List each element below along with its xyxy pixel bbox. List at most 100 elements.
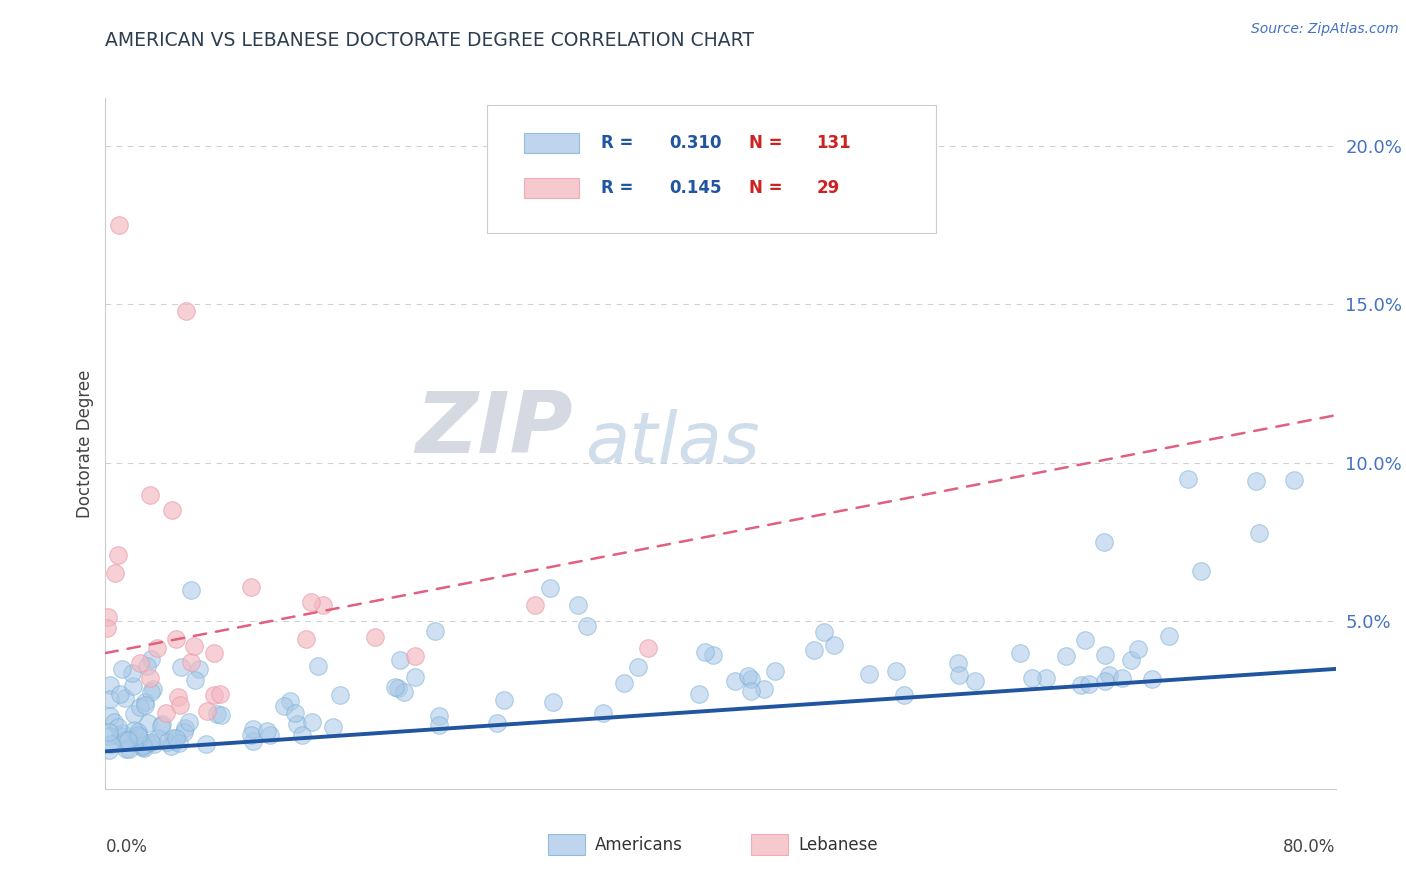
Point (737, 669, 759, 683)
Point (404, 670, 426, 684)
Point (427, 718, 450, 732)
Point (1157, 629, 1180, 643)
Point (124, 731, 146, 746)
Point (322, 720, 344, 734)
Point (202, 647, 225, 661)
Point (567, 598, 589, 612)
Point (139, 652, 162, 666)
Point (427, 709, 450, 723)
Point (132, 739, 155, 754)
Point (299, 595, 322, 609)
Point (184, 673, 207, 687)
Point (893, 688, 915, 702)
Point (143, 737, 166, 751)
Point (291, 728, 314, 742)
Point (162, 731, 184, 745)
Point (1282, 473, 1305, 487)
Point (173, 725, 195, 739)
Point (208, 687, 231, 701)
Point (724, 673, 747, 688)
Point (180, 656, 202, 670)
Point (387, 681, 409, 696)
Point (115, 741, 138, 756)
Text: atlas: atlas (585, 409, 759, 478)
Point (121, 665, 143, 680)
Point (242, 734, 264, 748)
Point (240, 728, 263, 742)
Point (134, 741, 156, 756)
Point (752, 681, 775, 696)
Point (803, 642, 825, 657)
Point (100, 737, 122, 751)
Point (136, 658, 159, 673)
Point (312, 598, 335, 612)
Text: R =: R = (602, 179, 640, 197)
Point (695, 645, 717, 659)
Point (111, 662, 134, 676)
Point (1177, 472, 1199, 486)
Text: Americans: Americans (595, 836, 683, 854)
Point (702, 648, 724, 662)
Point (114, 732, 136, 747)
Point (107, 218, 129, 232)
Text: 0.145: 0.145 (669, 179, 721, 197)
Text: 0.0%: 0.0% (105, 838, 148, 855)
FancyBboxPatch shape (524, 178, 579, 198)
FancyBboxPatch shape (751, 834, 789, 855)
Point (150, 717, 173, 731)
Point (1097, 668, 1119, 682)
Text: N =: N = (749, 134, 789, 152)
Point (122, 679, 145, 693)
Point (107, 549, 129, 563)
Point (1128, 642, 1150, 657)
Point (884, 664, 907, 678)
Point (128, 730, 150, 744)
Text: 80.0%: 80.0% (1284, 838, 1336, 855)
Point (138, 487, 160, 501)
Point (1094, 648, 1116, 663)
Point (295, 632, 318, 646)
Point (180, 583, 202, 598)
Point (176, 303, 198, 318)
Point (122, 723, 145, 737)
Point (110, 725, 132, 739)
Text: Source: ZipAtlas.com: Source: ZipAtlas.com (1251, 22, 1399, 37)
Point (592, 706, 614, 720)
Text: Lebanese: Lebanese (799, 836, 877, 854)
Point (162, 503, 184, 517)
Point (423, 624, 446, 638)
Point (128, 699, 150, 714)
Point (183, 639, 205, 653)
Point (1035, 671, 1057, 685)
Point (492, 693, 515, 707)
Point (110, 729, 132, 743)
Point (1244, 474, 1267, 488)
Point (141, 685, 163, 699)
FancyBboxPatch shape (548, 834, 585, 855)
Point (740, 672, 762, 686)
Point (688, 687, 710, 701)
FancyBboxPatch shape (524, 134, 579, 153)
Point (1078, 677, 1101, 691)
Point (136, 716, 159, 731)
Point (129, 656, 152, 670)
Point (207, 706, 229, 721)
Point (364, 630, 387, 644)
FancyBboxPatch shape (486, 105, 936, 233)
Text: 29: 29 (817, 179, 839, 197)
Point (98, 678, 121, 692)
Text: R =: R = (602, 134, 640, 152)
Point (202, 688, 225, 702)
Point (127, 728, 149, 742)
Text: N =: N = (749, 179, 789, 197)
Point (575, 619, 598, 633)
Point (149, 718, 172, 732)
Point (122, 707, 145, 722)
Point (637, 640, 659, 655)
Point (165, 632, 187, 646)
Point (1054, 648, 1077, 663)
Point (129, 735, 152, 749)
Point (97, 725, 120, 739)
Point (194, 737, 217, 751)
Point (740, 683, 762, 698)
